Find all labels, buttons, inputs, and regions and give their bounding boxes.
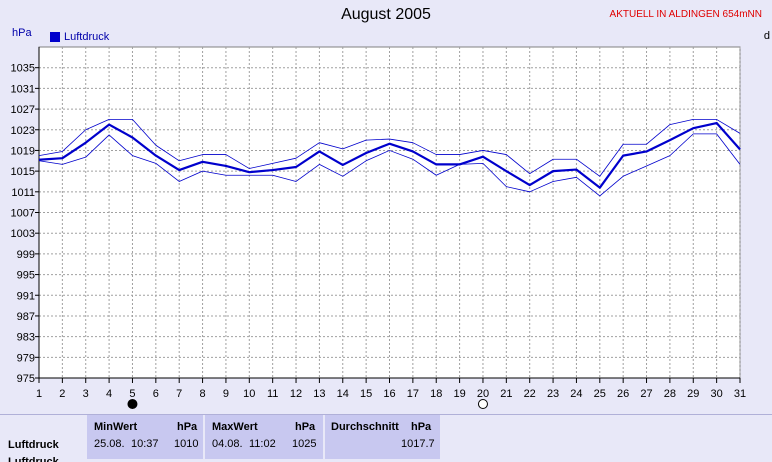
y-tick-label: 1011 xyxy=(11,187,35,199)
y-tick-label: 979 xyxy=(17,352,35,364)
x-tick-label: 9 xyxy=(223,388,229,400)
y-tick-label: 995 xyxy=(17,270,35,282)
min-date: 25.08. xyxy=(94,438,125,450)
y-tick-label: 999 xyxy=(17,249,35,261)
x-tick-label: 2 xyxy=(59,388,65,400)
x-tick-label: 30 xyxy=(711,388,723,400)
min-value: 1010 xyxy=(174,438,199,450)
x-tick-label: 22 xyxy=(524,388,536,400)
legend-swatch xyxy=(50,32,60,42)
x-tick-label: 17 xyxy=(407,388,419,400)
x-tick-label: 10 xyxy=(243,388,255,400)
legend-label: Luftdruck xyxy=(64,31,110,43)
y-tick-label: 1027 xyxy=(11,104,35,116)
stats-row-label: Luftdruck xyxy=(8,439,59,451)
max-stat-box: MaxWert hPa 04.08. 11:02 1025 xyxy=(205,415,324,459)
min-time: 10:37 xyxy=(131,438,159,450)
x-tick-label: 8 xyxy=(200,388,206,400)
x-tick-label: 12 xyxy=(290,388,302,400)
x-tick-label: 19 xyxy=(453,388,465,400)
min-unit: hPa xyxy=(177,421,198,433)
x-tick-label: 7 xyxy=(176,388,182,400)
x-tick-label: 18 xyxy=(430,388,442,400)
y-tick-label: 987 xyxy=(17,311,35,323)
x-tick-label: 29 xyxy=(687,388,699,400)
chart-title: August 2005 xyxy=(341,6,431,23)
y-tick-label: 983 xyxy=(17,332,35,344)
avg-unit: hPa xyxy=(411,421,432,433)
full-moon-marker xyxy=(477,399,488,409)
x-tick-label: 27 xyxy=(640,388,652,400)
x-tick-label: 24 xyxy=(570,388,582,400)
y-tick-label: 1023 xyxy=(11,125,35,137)
series-line-min xyxy=(38,133,741,197)
max-header: MaxWert xyxy=(212,421,258,433)
x-tick-label: 6 xyxy=(153,388,159,400)
y-tick-label: 1007 xyxy=(11,208,35,220)
min-header: MinWert xyxy=(94,421,138,433)
max-value: 1025 xyxy=(292,438,317,450)
x-tick-label: 11 xyxy=(267,388,278,400)
x-tick-label: 16 xyxy=(383,388,395,400)
series-line-mean xyxy=(38,121,741,189)
x-tick-label: 25 xyxy=(594,388,606,400)
current-location-link[interactable]: AKTUELL IN ALDINGEN 654mNN xyxy=(609,9,762,20)
x-tick-label: 1 xyxy=(36,388,42,400)
series-line-max xyxy=(38,119,741,177)
x-tick-label: 13 xyxy=(313,388,325,400)
x-tick-label: 20 xyxy=(477,388,489,400)
y-tick-label: 1015 xyxy=(11,166,35,178)
legend: Luftdruck xyxy=(50,31,109,43)
max-time: 11:02 xyxy=(249,438,276,450)
max-unit: hPa xyxy=(295,421,316,433)
avg-stat-box: Durchschnitt hPa 1017.7 xyxy=(325,415,441,459)
x-tick-label: 15 xyxy=(360,388,372,400)
x-tick-label: 26 xyxy=(617,388,629,400)
pressure-chart: 1 2 3 4 5 6 7 8 9 10 11 12 13 14 15 16 17 18 19 20 21 22 23 24 2… xyxy=(11,46,746,409)
x-tick-label: 3 xyxy=(83,388,89,400)
x-tick-label: 21 xyxy=(500,388,512,400)
y-tick-label: 1003 xyxy=(11,228,35,240)
x-tick-label: 23 xyxy=(547,388,559,400)
y-tick-label: 975 xyxy=(17,373,35,385)
avg-value: 1017.7 xyxy=(401,438,435,450)
y-tick-label: 1031 xyxy=(11,83,35,95)
avg-header: Durchschnitt xyxy=(331,421,399,433)
y-tick-label: 1019 xyxy=(11,145,35,157)
y-tick-label: 1035 xyxy=(11,63,35,75)
max-date: 04.08. xyxy=(212,438,243,450)
x-tick-label: 5 xyxy=(129,388,135,400)
stats-panel: Luftdruck Luftdruck MinWert hPa 25.08. 1… xyxy=(0,414,772,462)
min-stat-box: MinWert hPa 25.08. 10:37 1010 xyxy=(87,415,204,459)
x-tick-label: 14 xyxy=(337,388,349,400)
x-tick-label: 31 xyxy=(734,388,746,400)
y-tick-label: 991 xyxy=(17,290,35,302)
y-unit-label: hPa xyxy=(12,27,32,39)
stats-row-label-cut: Luftdruck xyxy=(8,456,59,462)
new-moon-marker xyxy=(127,399,138,409)
x-tick-label: 4 xyxy=(106,388,112,400)
edge-letter: d xyxy=(763,30,770,42)
x-tick-label: 28 xyxy=(664,388,676,400)
